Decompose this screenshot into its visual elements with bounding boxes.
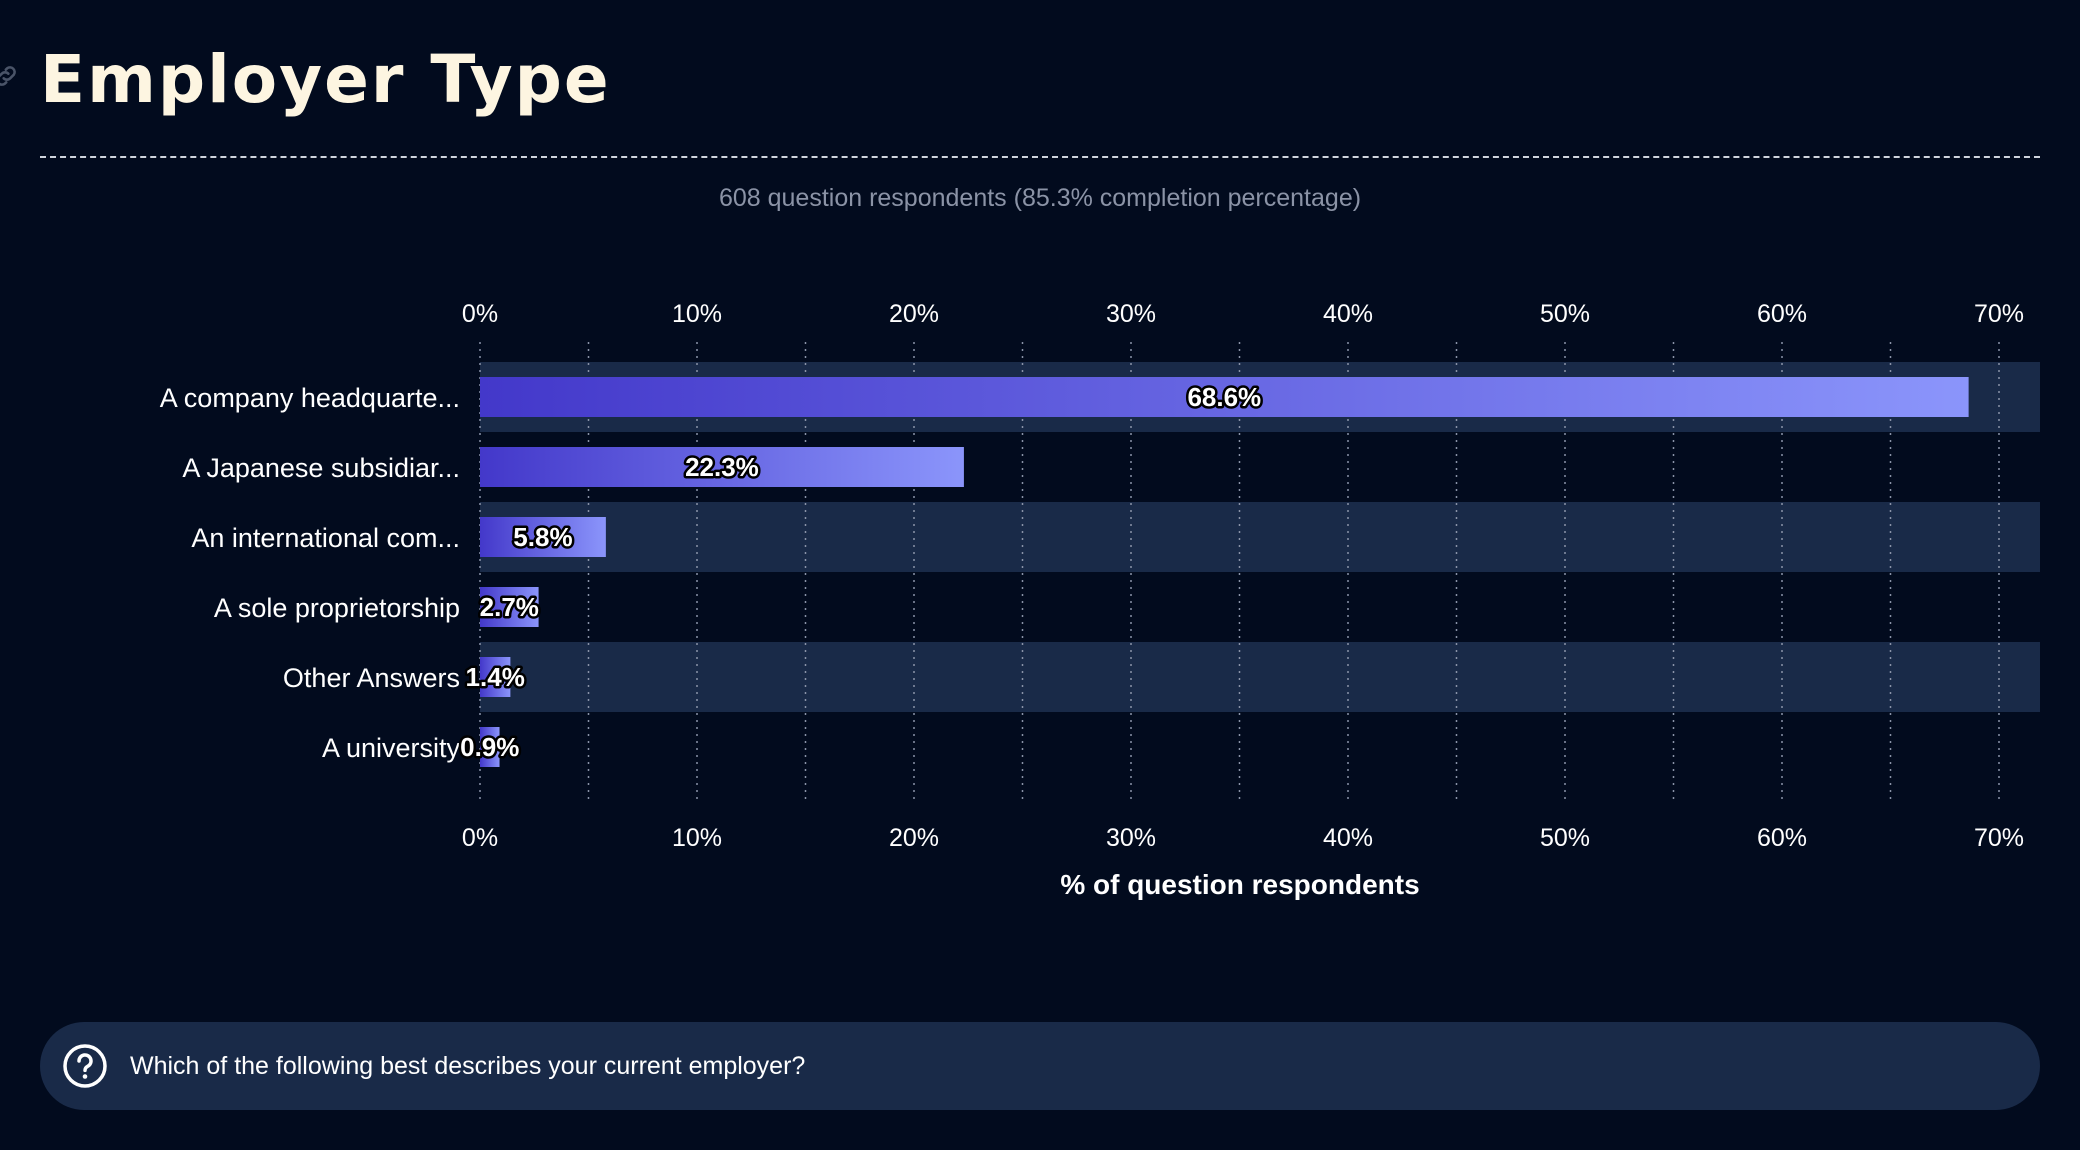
bottom-axis-ticks: 0% 10% 20% 30% 40% 50% 60% 70%: [462, 824, 2024, 852]
x-tick-label: 40%: [1323, 300, 1373, 328]
x-tick-label: 30%: [1106, 824, 1156, 852]
title-divider: [40, 156, 2040, 158]
bar[interactable]: [480, 727, 500, 767]
x-tick-label: 70%: [1974, 300, 2024, 328]
question-circle-icon: [63, 1044, 107, 1088]
question-text: Which of the following best describes yo…: [130, 1051, 806, 1080]
x-tick-label: 40%: [1323, 824, 1373, 852]
data-label: 22.3%: [685, 452, 759, 482]
category-label: A university: [322, 733, 461, 763]
x-tick-label: 20%: [889, 300, 939, 328]
x-axis-title: % of question respondents: [1060, 869, 1419, 900]
x-tick-label: 0%: [462, 824, 498, 852]
x-tick-label: 50%: [1540, 300, 1590, 328]
category-label: A Japanese subsidiar...: [182, 453, 460, 483]
x-tick-label: 20%: [889, 824, 939, 852]
bar[interactable]: [480, 517, 606, 557]
question-box: Which of the following best describes yo…: [40, 1022, 2040, 1110]
category-label: An international com...: [191, 523, 460, 553]
x-tick-label: 10%: [672, 300, 722, 328]
data-label: 1.4%: [466, 662, 525, 692]
category-label: A sole proprietorship: [214, 593, 460, 623]
page-title: Employer Type: [40, 41, 611, 118]
x-tick-label: 70%: [1974, 824, 2024, 852]
data-label: 2.7%: [480, 592, 539, 622]
x-tick-label: 60%: [1757, 824, 1807, 852]
data-labels: 68.6% 22.3% 5.8% 2.7% 1.4% 0.9%: [458, 380, 1264, 765]
data-label: 5.8%: [513, 522, 572, 552]
link-icon[interactable]: [0, 62, 20, 90]
top-axis-ticks: 0% 10% 20% 30% 40% 50% 60% 70%: [462, 300, 2024, 328]
row-bands: [480, 362, 2040, 712]
category-labels: A company headquarte... A Japanese subsid…: [160, 383, 461, 763]
x-tick-label: 10%: [672, 824, 722, 852]
bar-chart: A company headquarte... A Japanese subsid…: [160, 300, 2040, 900]
data-label: 68.6%: [1187, 382, 1261, 412]
x-tick-label: 50%: [1540, 824, 1590, 852]
x-tick-label: 60%: [1757, 300, 1807, 328]
bar[interactable]: [480, 377, 1969, 417]
row-band: [480, 642, 2040, 712]
category-label: A company headquarte...: [160, 383, 460, 413]
bar[interactable]: [480, 447, 964, 487]
x-tick-label: 30%: [1106, 300, 1156, 328]
x-tick-label: 0%: [462, 300, 498, 328]
bar[interactable]: [480, 657, 511, 697]
bar[interactable]: [480, 587, 539, 627]
bars: [480, 377, 1969, 767]
row-band: [480, 502, 2040, 572]
respondents-summary: 608 question respondents (85.3% completi…: [718, 184, 1362, 212]
data-label: 0.9%: [460, 732, 519, 762]
category-label: Other Answers: [283, 663, 460, 693]
